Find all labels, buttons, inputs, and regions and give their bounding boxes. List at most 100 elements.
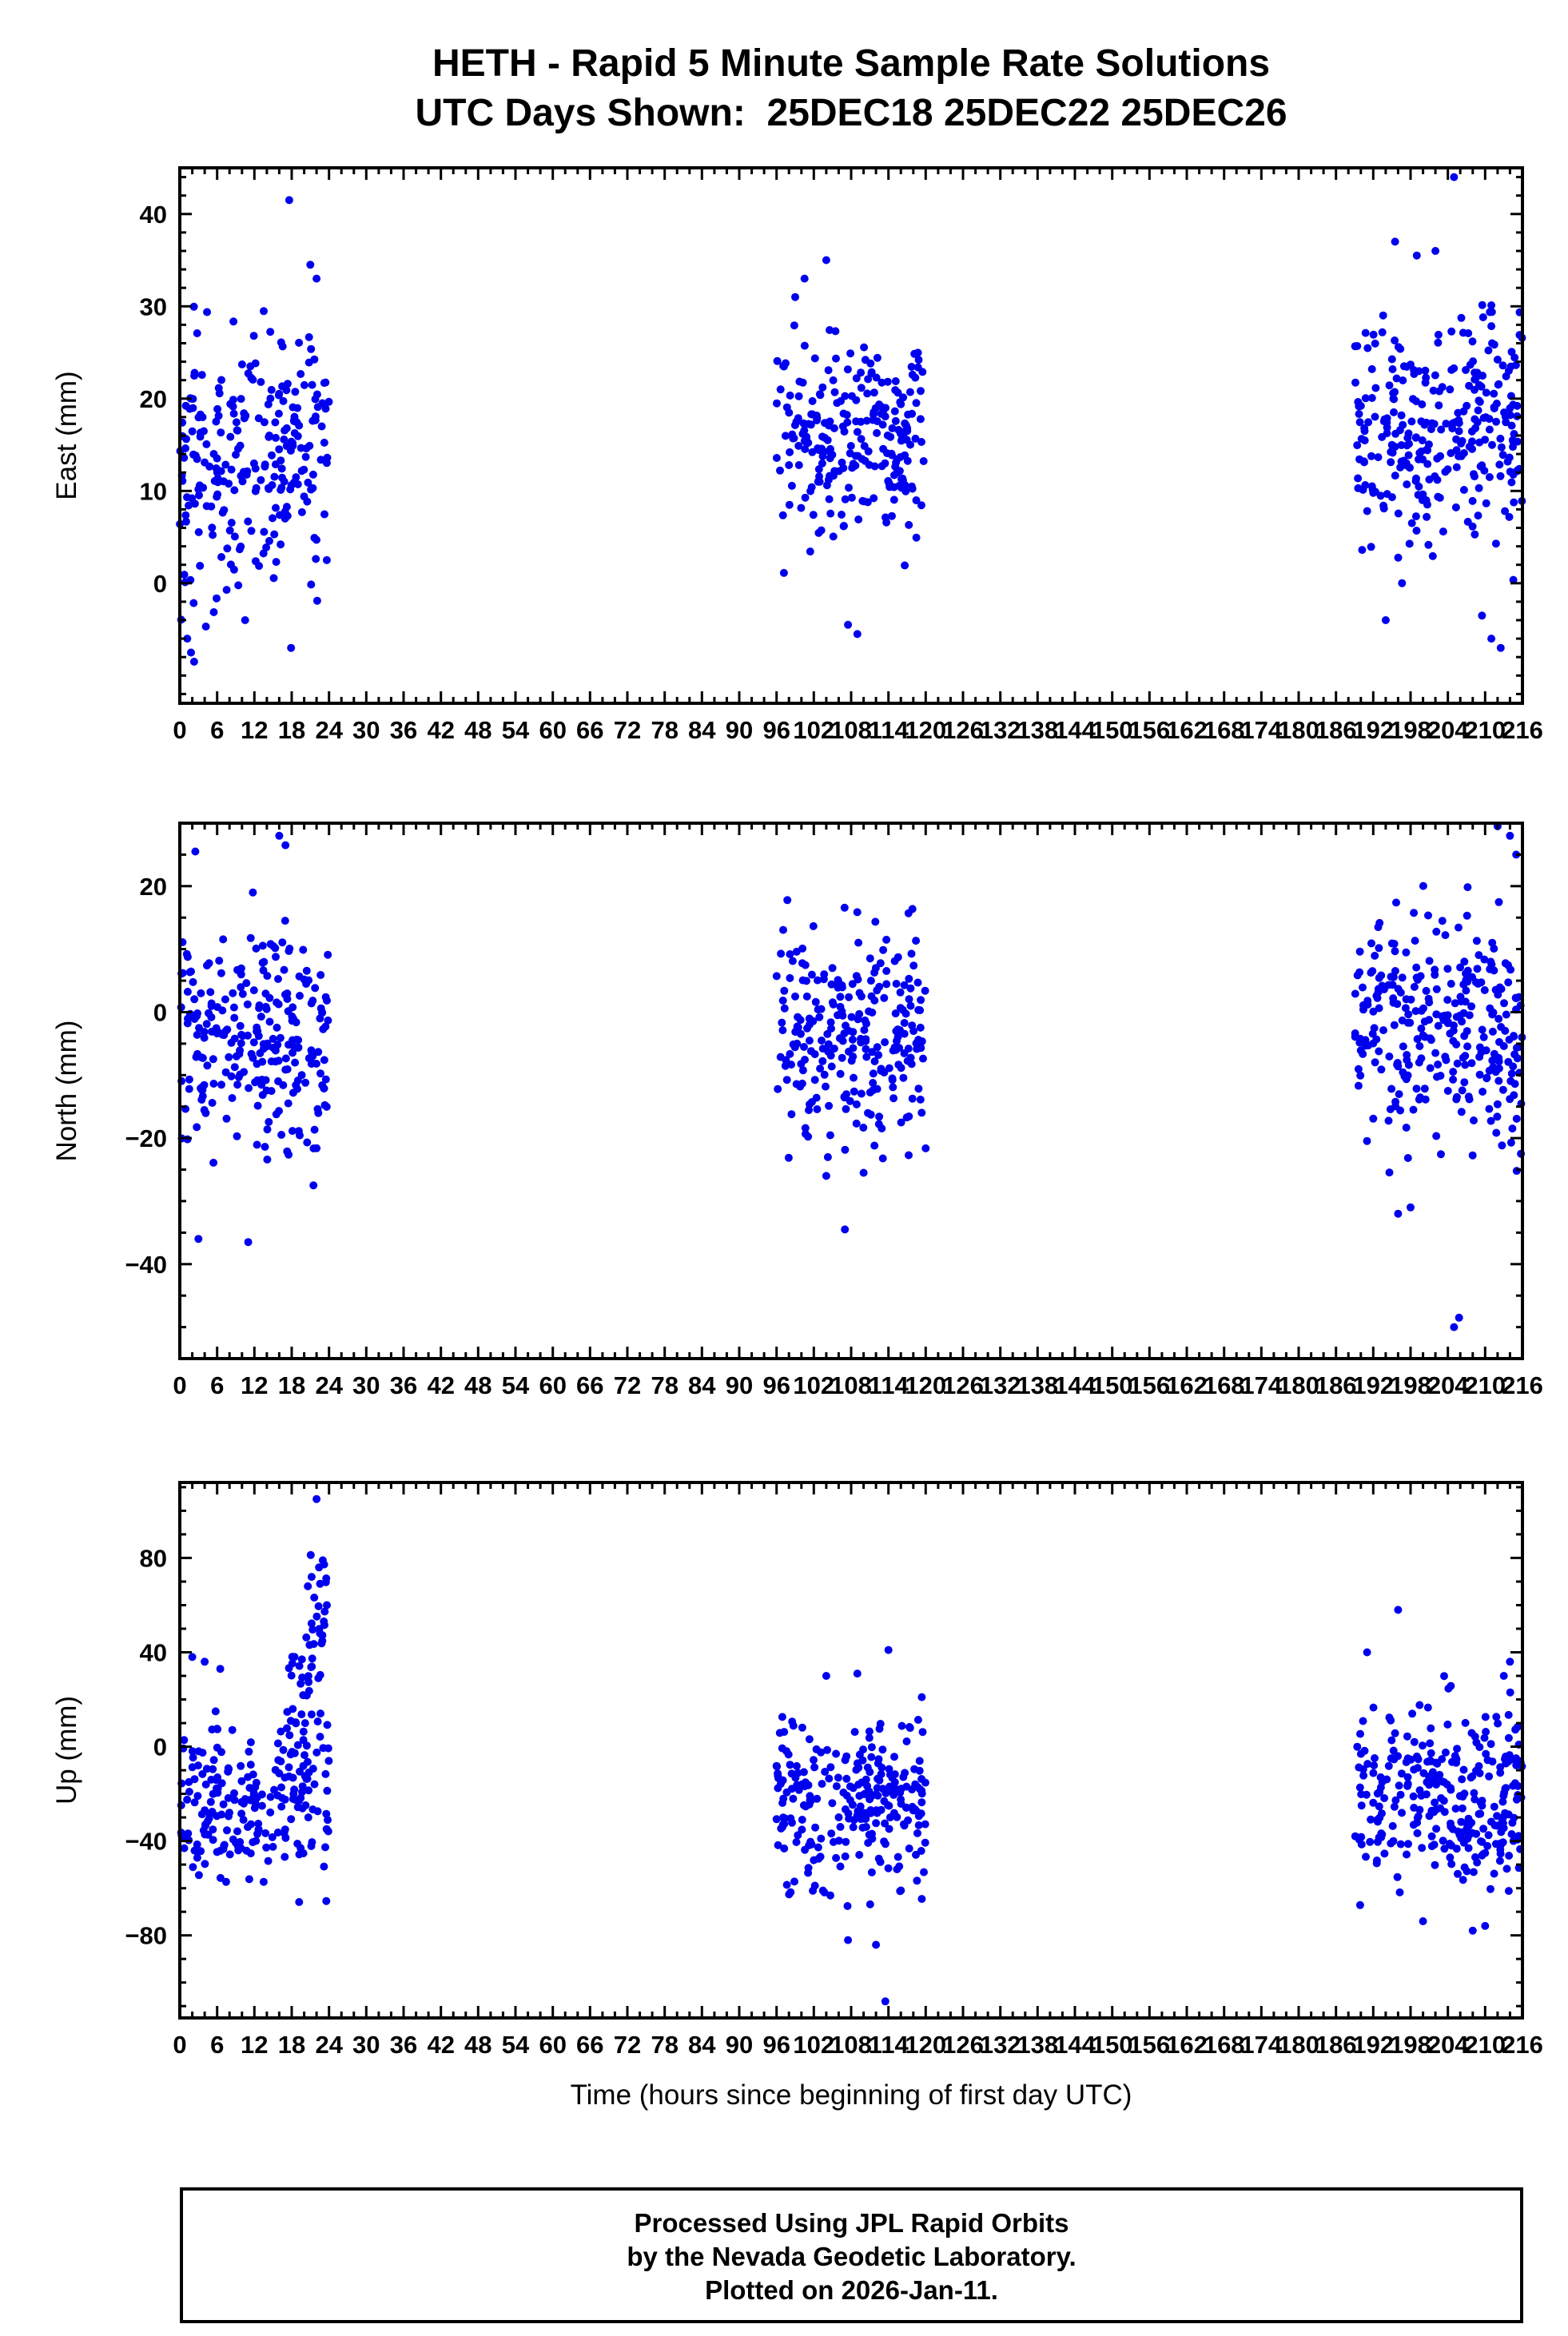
data-point: [1387, 458, 1395, 467]
data-point: [1410, 982, 1419, 991]
data-point: [905, 1724, 914, 1733]
data-point: [1431, 1860, 1439, 1869]
data-point: [1495, 460, 1504, 469]
data-point: [1451, 999, 1459, 1008]
data-point: [1391, 472, 1399, 480]
data-point: [860, 1025, 869, 1034]
data-point: [1506, 1657, 1514, 1666]
data-point: [921, 1838, 929, 1847]
data-point: [304, 358, 313, 367]
x-tick-label: 24: [315, 716, 343, 744]
x-tick-label: 48: [464, 2031, 491, 2059]
data-point: [1383, 414, 1391, 423]
data-point: [1420, 1017, 1429, 1026]
data-point: [877, 1065, 885, 1073]
x-tick-label: 48: [464, 716, 491, 744]
data-point: [1470, 1789, 1478, 1797]
data-point: [1438, 1777, 1447, 1786]
data-point: [316, 1733, 324, 1741]
data-point: [1379, 501, 1388, 510]
data-point: [1474, 406, 1482, 415]
data-point: [1469, 1868, 1478, 1876]
data-point: [1470, 472, 1478, 481]
data-point: [802, 977, 810, 985]
data-point: [1474, 380, 1483, 389]
data-point: [1418, 400, 1427, 408]
data-point: [1510, 1050, 1519, 1059]
data-point: [304, 1677, 313, 1686]
data-point: [1504, 1710, 1513, 1719]
data-point: [784, 1153, 793, 1162]
data-point: [898, 1005, 907, 1014]
data-point: [198, 413, 207, 421]
data-point: [229, 409, 238, 418]
data-point: [780, 1820, 789, 1829]
data-point: [310, 1780, 319, 1789]
data-point: [904, 1045, 913, 1053]
data-point: [1375, 1813, 1384, 1822]
data-point: [842, 1104, 850, 1113]
panel-frame: [178, 1481, 1524, 2020]
data-point: [1459, 1009, 1468, 1017]
data-point: [1395, 1888, 1404, 1896]
data-point: [1427, 419, 1436, 428]
x-tick-label: 144: [1054, 716, 1096, 744]
data-point: [221, 460, 230, 469]
data-point: [304, 1582, 312, 1590]
data-point: [896, 398, 905, 407]
data-point: [202, 502, 211, 511]
data-point: [225, 1765, 233, 1773]
data-point: [253, 1101, 262, 1110]
data-point: [1501, 507, 1510, 515]
data-point: [822, 1672, 830, 1680]
data-point: [1478, 1025, 1486, 1034]
data-point: [1488, 1057, 1497, 1065]
data-point: [897, 1886, 905, 1895]
data-point: [261, 989, 270, 998]
data-point: [304, 1786, 313, 1795]
data-point: [905, 1112, 913, 1120]
x-tick-label: 210: [1464, 2031, 1506, 2059]
data-point: [1457, 313, 1466, 322]
data-point: [1475, 1743, 1484, 1752]
data-point: [213, 1848, 221, 1856]
data-point: [201, 1860, 209, 1868]
x-tick-label: 186: [1315, 2031, 1357, 2059]
data-point: [296, 370, 305, 378]
x-tick-label: 174: [1240, 1371, 1282, 1399]
data-point: [826, 1763, 835, 1772]
data-point: [1368, 485, 1377, 494]
data-point: [1463, 911, 1471, 920]
data-point: [281, 1852, 289, 1861]
data-point: [776, 1053, 785, 1061]
data-point: [864, 375, 873, 384]
data-point: [322, 459, 331, 468]
data-point: [1490, 1049, 1498, 1058]
data-point: [180, 571, 189, 579]
data-point: [233, 1132, 241, 1140]
data-point: [237, 1777, 246, 1785]
data-point: [206, 988, 215, 997]
data-point: [1509, 470, 1518, 479]
data-point: [836, 1823, 845, 1831]
data-point: [774, 1841, 782, 1849]
data-point: [213, 490, 222, 499]
data-point: [237, 1797, 246, 1806]
data-point: [180, 453, 189, 462]
data-point: [266, 328, 275, 336]
data-point: [290, 429, 299, 437]
data-point: [258, 1057, 267, 1066]
data-point: [259, 1877, 268, 1886]
data-point: [180, 1844, 189, 1852]
data-point: [189, 658, 198, 666]
data-point: [302, 1774, 311, 1783]
data-point: [1432, 1010, 1441, 1019]
data-point: [917, 501, 925, 510]
data-point: [1419, 1031, 1427, 1040]
data-point: [916, 415, 925, 424]
data-point: [1482, 499, 1490, 507]
y-axis-title-up: Up (mm): [51, 1695, 82, 1805]
data-point: [184, 1014, 192, 1023]
data-point: [308, 484, 317, 492]
data-point: [1463, 1819, 1471, 1828]
